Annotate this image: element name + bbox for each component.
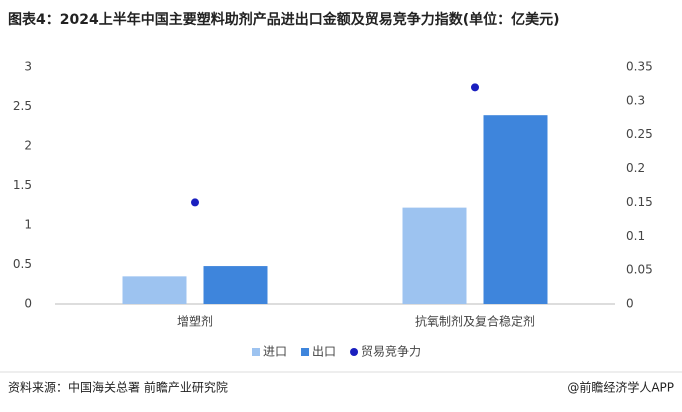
y2-tick-label: 0: [626, 297, 634, 311]
y-tick-label: 0: [24, 297, 32, 311]
point: [471, 83, 479, 92]
bar: [203, 266, 268, 304]
point: [191, 198, 199, 207]
y2-tick-label: 0.2: [626, 161, 645, 175]
y-tick-label: 1: [24, 218, 32, 232]
legend-marker: [301, 348, 310, 356]
legend-label: 出口: [312, 345, 336, 359]
y2-tick-label: 0.25: [626, 127, 653, 141]
x-tick-label: 增塑剂: [177, 314, 213, 329]
legend-label: 贸易竞争力: [361, 345, 421, 359]
legend-label: 进口: [263, 345, 287, 359]
y-tick-label: 0.5: [13, 257, 32, 271]
credit: @前瞻经济学人APP: [567, 380, 674, 395]
y-tick-label: 1.5: [13, 178, 32, 192]
source: 资料来源：中国海关总署 前瞻产业研究院: [8, 380, 228, 395]
chart-title: 图表4：2024上半年中国主要塑料助剂产品进出口金额及贸易竞争力指数(单位：亿美…: [8, 11, 560, 28]
bar: [402, 207, 467, 304]
legend-marker: [252, 348, 260, 356]
y2-tick-label: 0.3: [626, 93, 645, 107]
y-tick-label: 2.5: [13, 99, 32, 113]
y-tick-label: 3: [24, 60, 32, 74]
y2-tick-label: 0.15: [626, 195, 653, 209]
y-tick-label: 2: [24, 139, 32, 153]
bar: [483, 115, 548, 304]
y2-tick-label: 0.35: [626, 60, 653, 74]
legend-marker: [350, 348, 359, 356]
y2-tick-label: 0.05: [626, 263, 653, 277]
bar: [122, 276, 187, 304]
x-tick-label: 抗氧制剂及复合稳定剂: [415, 314, 535, 329]
y2-tick-label: 0.1: [626, 229, 645, 243]
